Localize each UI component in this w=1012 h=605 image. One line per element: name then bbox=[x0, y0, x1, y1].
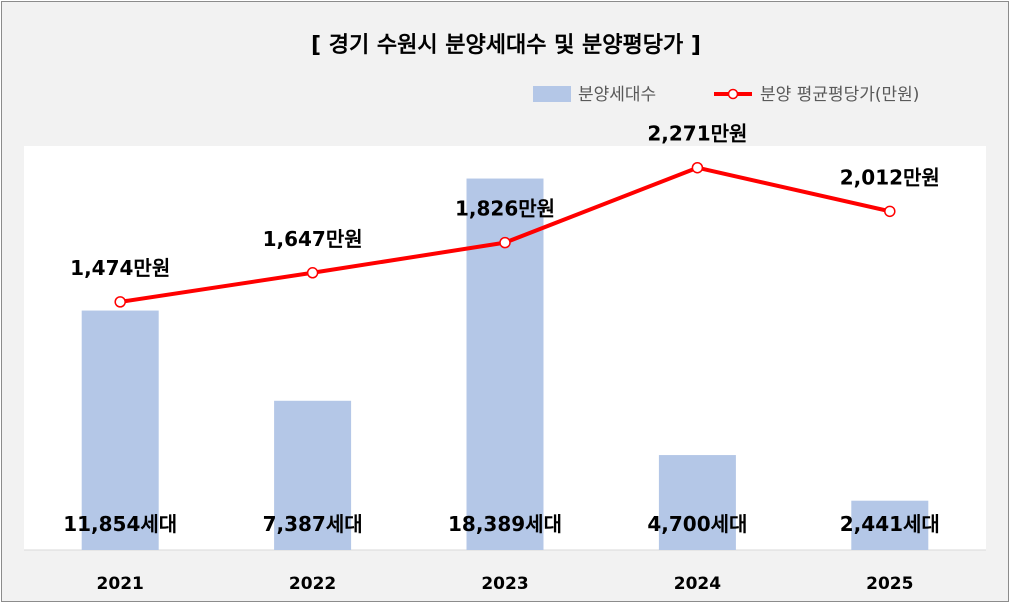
legend: 분양세대수 분양 평균평당가(만원) bbox=[533, 85, 919, 105]
legend-swatch-units bbox=[533, 86, 571, 102]
price-point-2025 bbox=[884, 205, 896, 218]
legend-swatch-price-marker bbox=[727, 88, 739, 100]
price-point-2023 bbox=[499, 236, 511, 249]
price-label-2022: 1,647만원 bbox=[263, 227, 363, 251]
legend-label-price: 분양 평균평당가(만원) bbox=[760, 85, 919, 105]
price-point-2022 bbox=[306, 267, 319, 279]
x-tick-2021: 2021 bbox=[97, 574, 144, 594]
bar-label-units-2023: 18,389세대 bbox=[448, 512, 562, 536]
line-layer bbox=[114, 161, 896, 308]
x-tick-2022: 2022 bbox=[289, 574, 336, 594]
price-label-2024: 2,271만원 bbox=[647, 122, 747, 146]
bar-label-units-2022: 7,387세대 bbox=[263, 512, 363, 536]
bar-label-units-2024: 4,700세대 bbox=[647, 512, 747, 536]
x-tick-2025: 2025 bbox=[866, 574, 913, 594]
bar-label-units-2021: 11,854세대 bbox=[63, 512, 177, 536]
x-tick-2024: 2024 bbox=[674, 574, 721, 594]
price-label-2023: 1,826만원 bbox=[455, 197, 555, 221]
price-point-2021 bbox=[114, 296, 126, 308]
chart-title: [ 경기 수원시 분양세대수 및 분양평당가 ] bbox=[311, 33, 701, 58]
price-point-2024 bbox=[691, 161, 704, 174]
x-axis-ticks: 2021 2022 2023 2024 2025 bbox=[97, 574, 914, 594]
bar-units-2024 bbox=[658, 455, 736, 550]
bar-units-2022 bbox=[274, 400, 352, 550]
price-label-2025: 2,012만원 bbox=[840, 165, 940, 189]
bar-label-units-2025: 2,441세대 bbox=[840, 512, 940, 536]
bar-units-2021 bbox=[81, 310, 159, 550]
bar-units-2025 bbox=[851, 500, 929, 550]
price-label-2021: 1,474만원 bbox=[70, 256, 170, 280]
legend-label-units: 분양세대수 bbox=[578, 85, 656, 105]
labels-layer: 11,854세대 7,387세대 18,389세대 4,700세대 2,441세대 1,4… bbox=[63, 122, 940, 536]
x-tick-2023: 2023 bbox=[481, 574, 528, 594]
